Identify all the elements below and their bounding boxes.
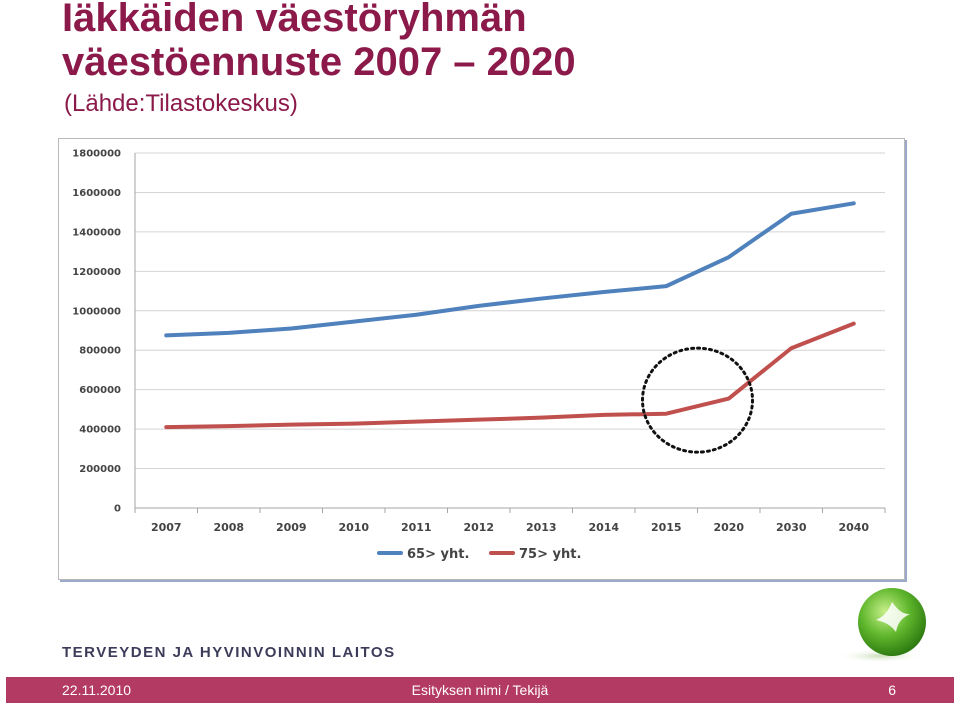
data-point-s0-2009 — [289, 327, 293, 331]
data-point-s1-2012 — [477, 418, 481, 422]
data-point-s0-2008 — [227, 331, 231, 335]
data-point-s0-2012 — [477, 304, 481, 308]
data-point-s1-2008 — [227, 424, 231, 428]
title-line-2: väestöennuste 2007 – 2020 — [62, 40, 576, 84]
logo — [832, 584, 932, 664]
data-point-s0-2013 — [539, 297, 543, 301]
data-point-s0-2007 — [164, 333, 168, 337]
x-tick-label-2015: 2015 — [651, 521, 682, 534]
data-point-s1-2030 — [789, 346, 793, 350]
slide-title: Iäkkäiden väestöryhmän väestöennuste 200… — [62, 0, 576, 84]
x-tick-label-2030: 2030 — [776, 521, 807, 534]
series-line-0 — [164, 201, 856, 338]
x-tick-label-2014: 2014 — [588, 521, 619, 534]
legend-label-0: 65> yht. — [407, 547, 469, 562]
y-tick-label-1800000: 1800000 — [72, 149, 121, 160]
data-point-s1-2020 — [727, 397, 731, 401]
footer-presentation-info: Esityksen nimi / Tekijä — [411, 682, 549, 698]
data-point-s0-2030 — [789, 212, 793, 216]
chart-svg: 0 200000 400000 600000 800000 1000000 1200000 1… — [72, 149, 886, 562]
y-tick-label-1400000: 1400000 — [72, 227, 121, 238]
y-tick-label-1200000: 1200000 — [72, 267, 121, 278]
x-tick-label-2013: 2013 — [526, 521, 557, 534]
y-tick-label-800000: 800000 — [79, 346, 121, 357]
data-point-s0-2020 — [727, 255, 731, 259]
x-tick-label-2007: 2007 — [151, 521, 182, 534]
footer-bar: 22.11.2010 Esityksen nimi / Tekijä 6 — [6, 677, 954, 703]
data-point-s0-2015 — [664, 284, 668, 288]
data-point-s0-2040 — [852, 201, 856, 205]
data-point-s1-2011 — [414, 420, 418, 424]
legend-label-1: 75> yht. — [519, 547, 581, 562]
data-point-s1-2007 — [164, 425, 168, 429]
data-point-s0-2011 — [414, 313, 418, 317]
y-tick-label-0: 0 — [114, 504, 121, 515]
x-tick-label-2040: 2040 — [838, 521, 869, 534]
data-point-s1-2014 — [602, 413, 606, 417]
organization-name: TERVEYDEN JA HYVINVOINNIN LAITOS — [62, 644, 396, 661]
green-sphere-icon — [836, 588, 926, 663]
y-tick-label-600000: 600000 — [79, 385, 121, 396]
x-tick-label-2009: 2009 — [276, 521, 307, 534]
x-tick-label-2010: 2010 — [338, 521, 369, 534]
data-point-s0-2010 — [352, 320, 356, 324]
series-line-1 — [164, 321, 856, 430]
data-point-s1-2040 — [852, 322, 856, 326]
x-tick-label-2020: 2020 — [713, 521, 744, 534]
line-chart: 0 200000 400000 600000 800000 1000000 1200000 1… — [58, 138, 905, 580]
data-point-s1-2013 — [539, 416, 543, 420]
x-tick-label-2011: 2011 — [401, 521, 432, 534]
y-tick-label-400000: 400000 — [79, 425, 121, 436]
y-tick-label-1000000: 1000000 — [72, 306, 121, 317]
footer-date: 22.11.2010 — [62, 682, 132, 698]
x-tick-label-2012: 2012 — [463, 521, 494, 534]
data-point-s0-2014 — [602, 290, 606, 294]
title-line-1: Iäkkäiden väestöryhmän — [62, 0, 527, 40]
y-tick-label-200000: 200000 — [79, 464, 121, 475]
page-number: 6 — [888, 682, 896, 698]
data-point-s1-2009 — [289, 423, 293, 427]
y-tick-label-1600000: 1600000 — [72, 188, 121, 199]
data-point-s1-2015 — [664, 412, 668, 416]
data-point-s1-2010 — [352, 422, 356, 426]
slide-subtitle: (Lähde:Tilastokeskus) — [64, 90, 298, 117]
dotted-circle-annotation — [641, 346, 754, 454]
x-tick-label-2008: 2008 — [213, 521, 244, 534]
